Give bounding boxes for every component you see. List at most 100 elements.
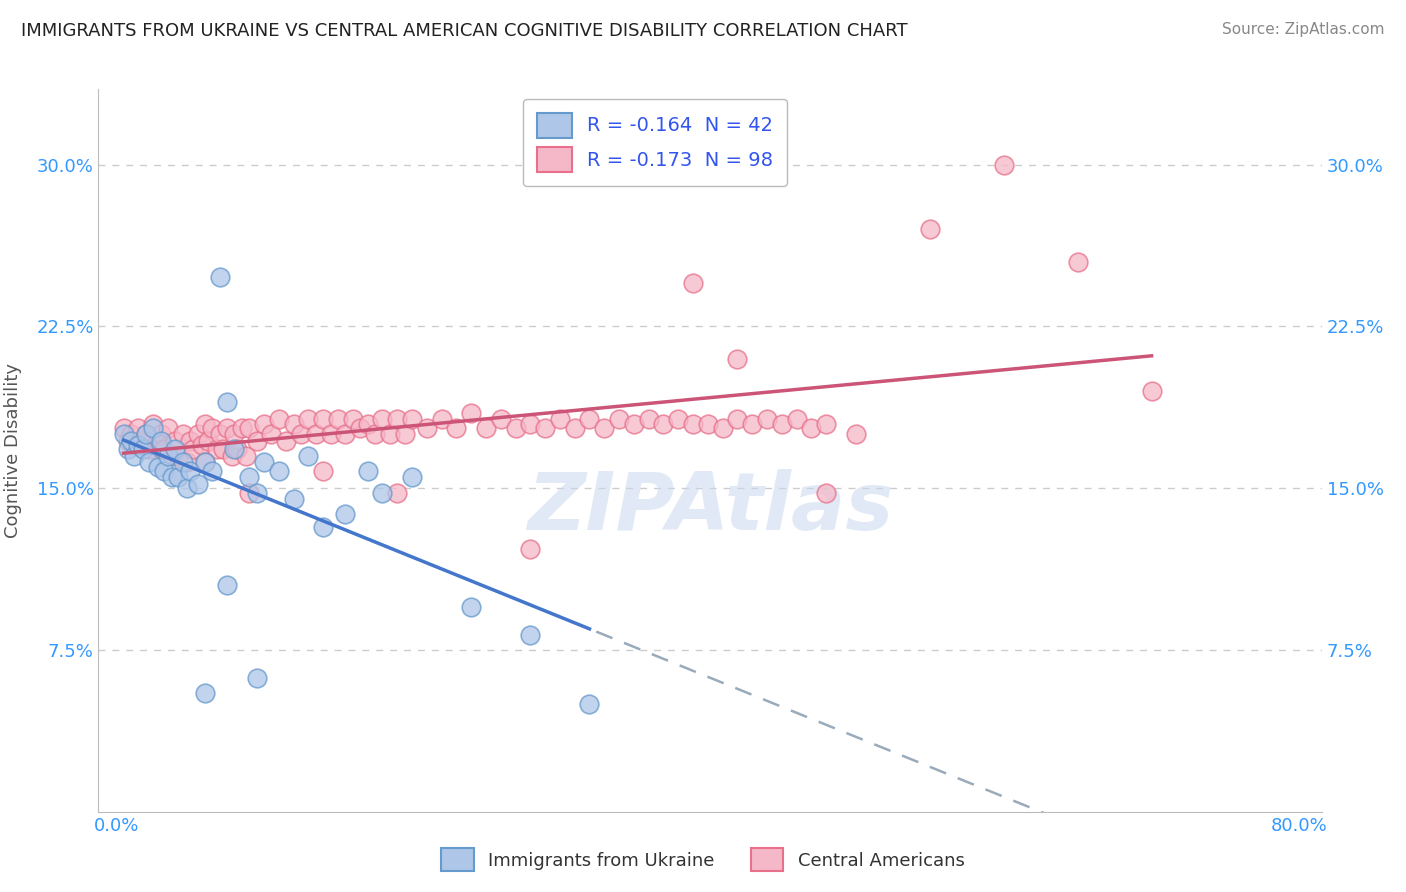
Point xyxy=(238,485,260,500)
Point xyxy=(176,481,198,495)
Point xyxy=(149,434,172,448)
Point xyxy=(146,459,169,474)
Point xyxy=(162,449,184,463)
Y-axis label: Cognitive Disability: Cognitive Disability xyxy=(4,363,22,538)
Point xyxy=(208,427,231,442)
Point xyxy=(156,449,179,463)
Point xyxy=(349,421,371,435)
Point xyxy=(194,686,217,700)
Point xyxy=(138,455,160,469)
Point xyxy=(696,417,718,431)
Point xyxy=(637,412,659,426)
Point xyxy=(224,427,246,442)
Point xyxy=(446,421,468,435)
Point xyxy=(235,449,257,463)
Legend: Immigrants from Ukraine, Central Americans: Immigrants from Ukraine, Central America… xyxy=(434,841,972,879)
Point xyxy=(172,455,194,469)
Point xyxy=(312,464,335,478)
Point xyxy=(122,449,145,463)
Point xyxy=(197,434,219,448)
Point xyxy=(756,412,779,426)
Point xyxy=(1066,254,1088,268)
Point xyxy=(387,485,409,500)
Point xyxy=(179,464,201,478)
Point xyxy=(120,434,142,448)
Point xyxy=(138,442,160,457)
Point xyxy=(815,417,838,431)
Point xyxy=(127,421,149,435)
Point xyxy=(226,442,249,457)
Point xyxy=(194,417,217,431)
Point xyxy=(666,412,689,426)
Point xyxy=(918,222,941,236)
Point xyxy=(165,434,187,448)
Point xyxy=(142,421,165,435)
Point xyxy=(319,427,342,442)
Point xyxy=(162,470,184,484)
Point xyxy=(505,421,527,435)
Point xyxy=(253,417,276,431)
Point xyxy=(312,412,335,426)
Point xyxy=(283,491,305,506)
Point xyxy=(786,412,808,426)
Point xyxy=(186,427,208,442)
Point xyxy=(489,412,512,426)
Text: ZIPAtlas: ZIPAtlas xyxy=(527,469,893,548)
Text: Source: ZipAtlas.com: Source: ZipAtlas.com xyxy=(1222,22,1385,37)
Point xyxy=(211,442,233,457)
Point xyxy=(112,421,135,435)
Point xyxy=(519,628,541,642)
Point xyxy=(682,277,704,291)
Point xyxy=(297,449,319,463)
Point xyxy=(224,442,246,457)
Point xyxy=(534,421,557,435)
Point xyxy=(149,427,172,442)
Point xyxy=(208,269,231,284)
Point xyxy=(394,427,416,442)
Point xyxy=(741,417,763,431)
Point xyxy=(623,417,645,431)
Point xyxy=(578,412,600,426)
Point xyxy=(460,406,482,420)
Point xyxy=(800,421,823,435)
Point xyxy=(201,464,224,478)
Point xyxy=(152,442,174,457)
Point xyxy=(607,412,630,426)
Point xyxy=(356,417,378,431)
Point xyxy=(371,412,394,426)
Point xyxy=(519,541,541,556)
Point xyxy=(267,412,290,426)
Text: IMMIGRANTS FROM UKRAINE VS CENTRAL AMERICAN COGNITIVE DISABILITY CORRELATION CHA: IMMIGRANTS FROM UKRAINE VS CENTRAL AMERI… xyxy=(21,22,908,40)
Point xyxy=(117,442,139,457)
Point xyxy=(167,449,190,463)
Point xyxy=(475,421,498,435)
Point xyxy=(217,421,239,435)
Point xyxy=(201,421,224,435)
Point xyxy=(152,464,174,478)
Point xyxy=(519,417,541,431)
Point xyxy=(221,449,243,463)
Point xyxy=(564,421,586,435)
Point xyxy=(194,455,217,469)
Point xyxy=(179,434,201,448)
Point xyxy=(253,455,276,469)
Point xyxy=(1140,384,1163,399)
Point xyxy=(120,427,142,442)
Point xyxy=(548,412,571,426)
Point xyxy=(364,427,387,442)
Point xyxy=(711,421,734,435)
Point xyxy=(238,421,260,435)
Point xyxy=(682,417,704,431)
Point xyxy=(335,427,357,442)
Point xyxy=(312,520,335,534)
Point xyxy=(132,442,155,457)
Point xyxy=(725,412,748,426)
Point xyxy=(276,434,298,448)
Point xyxy=(342,412,364,426)
Point xyxy=(401,412,423,426)
Point xyxy=(205,442,228,457)
Point xyxy=(290,427,312,442)
Point xyxy=(167,470,190,484)
Point xyxy=(378,427,401,442)
Point xyxy=(117,434,139,448)
